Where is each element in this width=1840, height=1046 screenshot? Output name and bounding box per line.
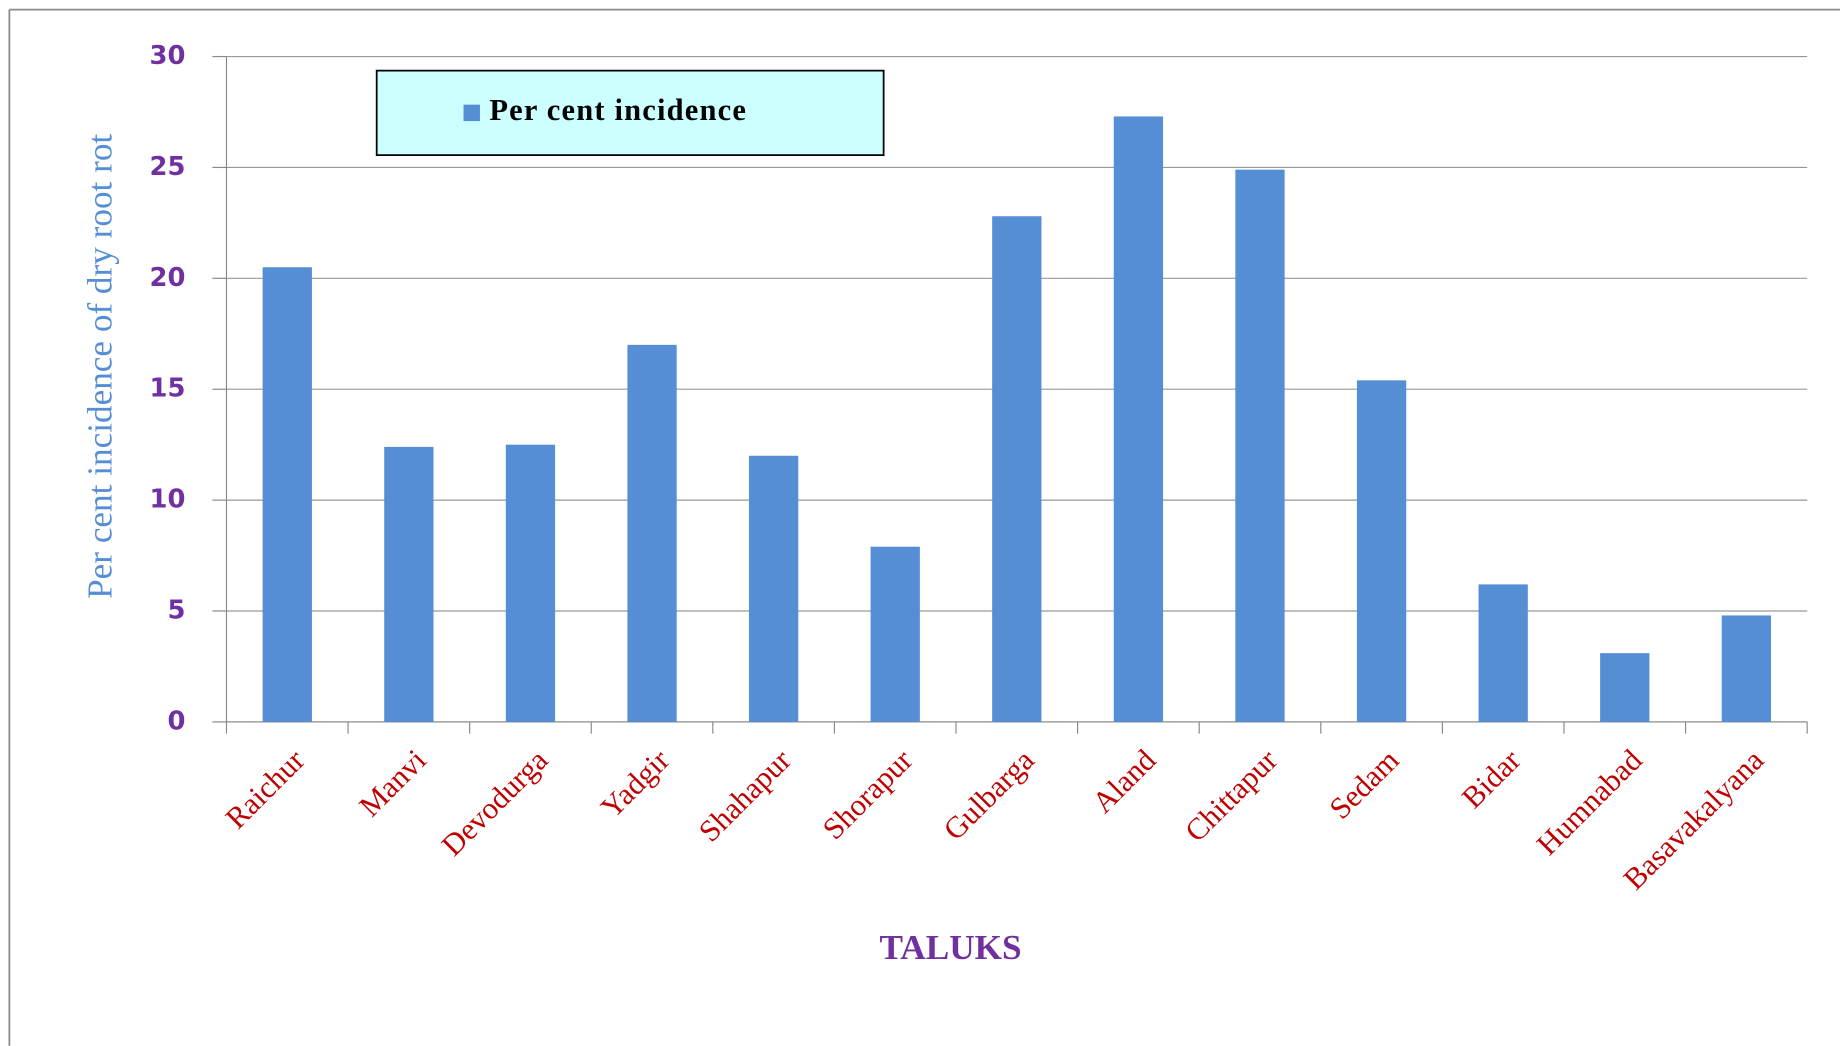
x-tick-label: Yadgir (594, 743, 676, 825)
bar (1721, 615, 1771, 722)
y-tick-label: 15 (150, 374, 186, 404)
x-tick-label: Raichur (219, 743, 311, 835)
x-tick-label: Devodurga (435, 743, 555, 863)
bar (1600, 653, 1650, 722)
bar (870, 546, 920, 722)
bar (627, 344, 677, 722)
bar (505, 444, 556, 722)
bar (748, 455, 799, 722)
bar (384, 446, 434, 722)
legend-swatch (463, 104, 480, 122)
bar (1113, 116, 1164, 722)
legend-label: Per cent incidence (489, 93, 747, 127)
y-tick-label: 10 (150, 485, 186, 515)
y-tick-label: 20 (150, 263, 186, 293)
x-tick-label: Manvi (352, 743, 432, 823)
x-axis-label: TALUKS (879, 928, 1021, 967)
x-tick-label: Sedam (1323, 743, 1406, 826)
x-tick-label: Shahapur (692, 743, 798, 849)
bar (262, 267, 312, 722)
bar (1478, 584, 1528, 722)
bar (1356, 380, 1407, 722)
x-tick-label: Shorapur (816, 743, 919, 846)
x-tick-label: Humnabad (1530, 743, 1649, 862)
x-tick-label: Gulbarga (937, 743, 1041, 847)
legend-box (375, 69, 885, 156)
y-tick-label: 30 (150, 41, 186, 71)
x-tick-label: Chittapur (1178, 743, 1284, 849)
bar (992, 216, 1042, 722)
y-tick-label: 5 (167, 596, 185, 626)
y-tick-label: 25 (150, 152, 186, 182)
bar (1235, 169, 1285, 722)
x-tick-label: Bidar (1455, 743, 1527, 815)
y-axis-label: Per cent incidence of dry root rot (80, 134, 119, 599)
y-tick-label: 0 (167, 706, 185, 736)
x-tick-label: Aland (1086, 743, 1163, 820)
